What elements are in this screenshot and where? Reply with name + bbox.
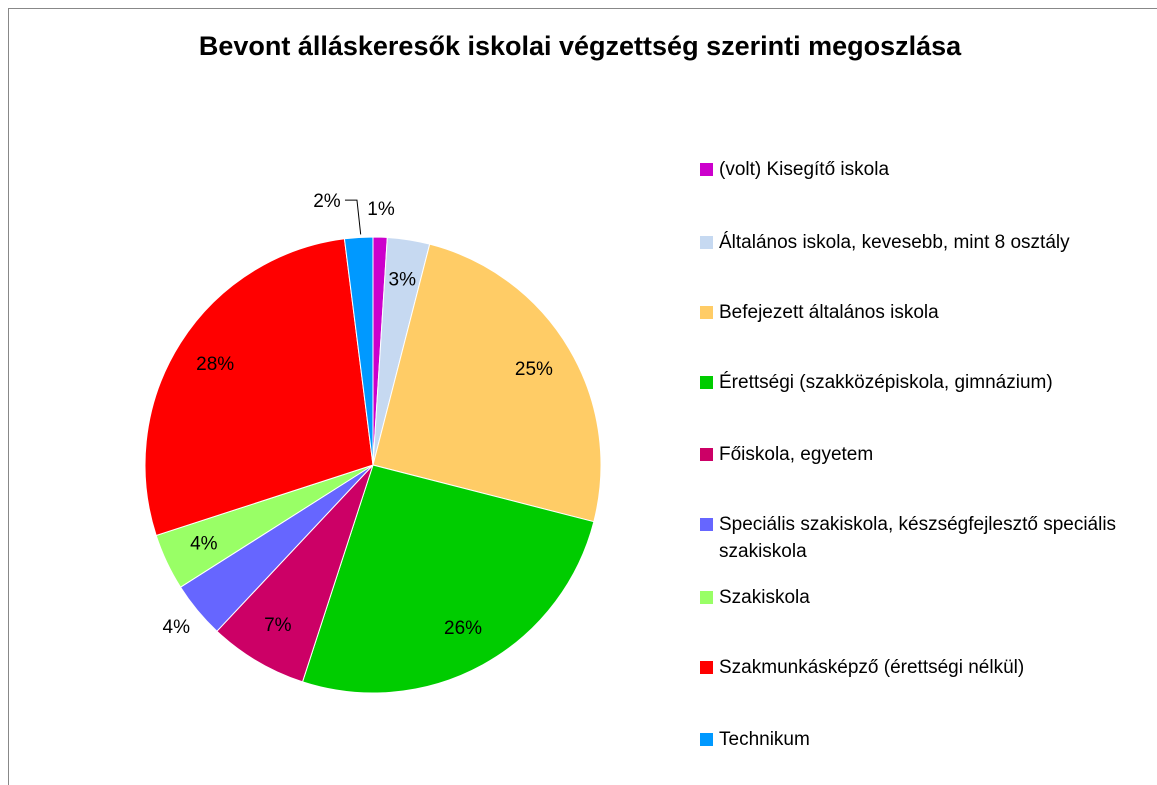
pie-slice — [372, 243, 602, 523]
legend-swatch — [700, 236, 713, 249]
data-label: 4% — [190, 534, 218, 555]
legend-item: Főiskola, egyetem — [700, 441, 1150, 468]
leader-line — [344, 199, 362, 235]
legend-swatch — [700, 518, 713, 531]
legend-swatch — [700, 306, 713, 319]
legend-item: Általános iskola, kevesebb, mint 8 osztá… — [700, 229, 1150, 256]
legend-swatch — [700, 448, 713, 461]
data-label: 1% — [367, 199, 395, 220]
legend-label: Szakmunkásképző (érettségi nélkül) — [719, 657, 1025, 678]
legend-item: Speciális szakiskola, készségfejlesztő s… — [700, 511, 1150, 565]
legend-swatch — [700, 661, 713, 674]
data-label: 25% — [515, 359, 553, 380]
data-label: 28% — [196, 354, 234, 375]
legend-label: Szakiskola — [719, 587, 810, 608]
legend-swatch — [700, 163, 713, 176]
legend-item: Érettségi (szakközépiskola, gimnázium) — [700, 369, 1150, 396]
data-label: 4% — [163, 617, 191, 638]
data-label: 3% — [389, 269, 417, 290]
legend-label: Általános iskola, kevesebb, mint 8 osztá… — [719, 232, 1070, 253]
data-label: 26% — [444, 618, 482, 639]
pie-slice — [301, 464, 595, 694]
data-label: 7% — [264, 615, 292, 636]
pie-slice — [343, 236, 374, 466]
legend-swatch — [700, 733, 713, 746]
legend-label: Érettségi (szakközépiskola, gimnázium) — [719, 372, 1053, 393]
legend-swatch — [700, 591, 713, 604]
legend-item: Befejezett általános iskola — [700, 299, 1150, 326]
legend-label: (volt) Kisegítő iskola — [719, 159, 890, 180]
legend-label: Technikum — [719, 729, 810, 750]
legend-item: Technikum — [700, 726, 1150, 753]
legend-label: Főiskola, egyetem — [719, 444, 874, 465]
legend-swatch — [700, 376, 713, 389]
legend-label: Speciális szakiskola, készségfejlesztő s… — [719, 514, 1117, 562]
legend-item: Szakmunkásképző (érettségi nélkül) — [700, 654, 1150, 681]
pie-slice — [144, 238, 374, 537]
legend-label: Befejezett általános iskola — [719, 302, 939, 323]
chart-title: Bevont álláskeresők iskolai végzettség s… — [198, 31, 962, 61]
chart-frame — [8, 8, 1157, 785]
data-label: 2% — [313, 191, 341, 212]
legend-item: (volt) Kisegítő iskola — [700, 156, 1150, 183]
legend-item: Szakiskola — [700, 584, 1150, 611]
